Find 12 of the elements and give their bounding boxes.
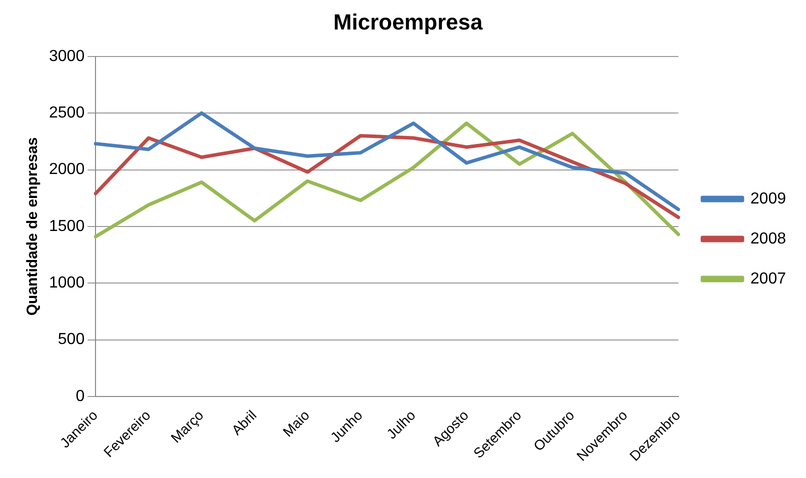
y-tick-label: 2000 (49, 161, 85, 178)
y-tick-label: 2500 (49, 104, 85, 122)
y-tick-label: 0 (76, 388, 85, 405)
chart-title: Microempresa (333, 9, 484, 34)
y-tick-label: 1500 (49, 218, 85, 235)
y-tick-label: 500 (58, 331, 85, 348)
legend-label: 2009 (750, 190, 786, 208)
y-axis-title: Quantidade de empresas (24, 137, 42, 316)
legend-label: 2007 (750, 270, 786, 288)
y-tick-label: 3000 (49, 48, 85, 65)
legend-label: 2008 (750, 230, 786, 248)
y-tick-label: 1000 (49, 274, 85, 292)
